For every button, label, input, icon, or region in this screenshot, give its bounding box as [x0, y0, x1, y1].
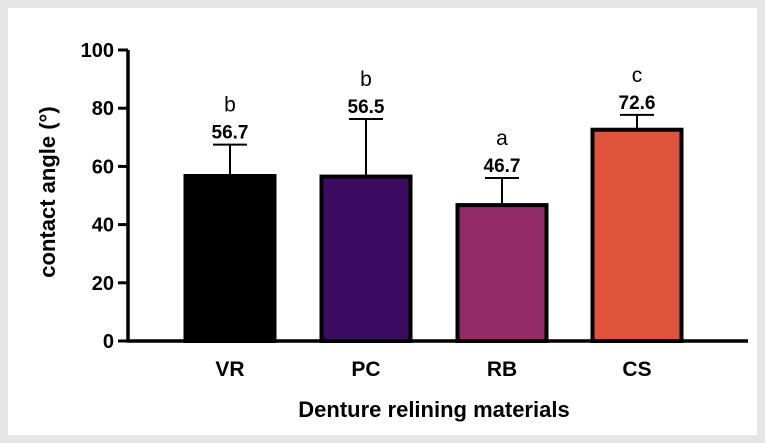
y-axis-title: contact angle (°)	[35, 106, 60, 277]
x-tick-label-vr: VR	[215, 358, 244, 381]
bar-chart: contact angle (°) Denture relining mater…	[35, 40, 748, 422]
bar-vr	[183, 174, 277, 343]
value-label-rb: 46.7	[484, 156, 521, 177]
y-tick-label-20: 20	[92, 273, 114, 295]
bar-cs	[590, 127, 684, 344]
value-label-vr: 56.7	[212, 123, 249, 144]
x-axis-title: Denture relining materials	[298, 397, 569, 422]
chart-figure: contact angle (°) Denture relining mater…	[8, 8, 757, 435]
significance-letter-cs: c	[632, 64, 643, 87]
value-label-pc: 56.5	[348, 97, 385, 118]
bar-rb	[455, 203, 549, 343]
y-tick-label-80: 80	[92, 98, 114, 120]
significance-letter-rb: a	[496, 127, 508, 150]
y-tick-label-100: 100	[81, 40, 114, 62]
y-tick-label-40: 40	[92, 215, 114, 237]
value-label-cs: 72.6	[619, 93, 656, 114]
significance-letter-vr: b	[224, 94, 236, 117]
y-tick-label-60: 60	[92, 156, 114, 178]
x-tick-label-pc: PC	[351, 358, 380, 381]
significance-letter-pc: b	[360, 68, 372, 91]
plot-area: 56.7 b VR 56.5 b PC 46.7 a RB 72.6 c CS 0 20 40 60 80 100	[81, 40, 748, 381]
x-tick-label-rb: RB	[487, 358, 517, 381]
y-tick-label-0: 0	[103, 331, 114, 353]
bar-pc	[319, 174, 413, 343]
x-tick-label-cs: CS	[622, 358, 651, 381]
